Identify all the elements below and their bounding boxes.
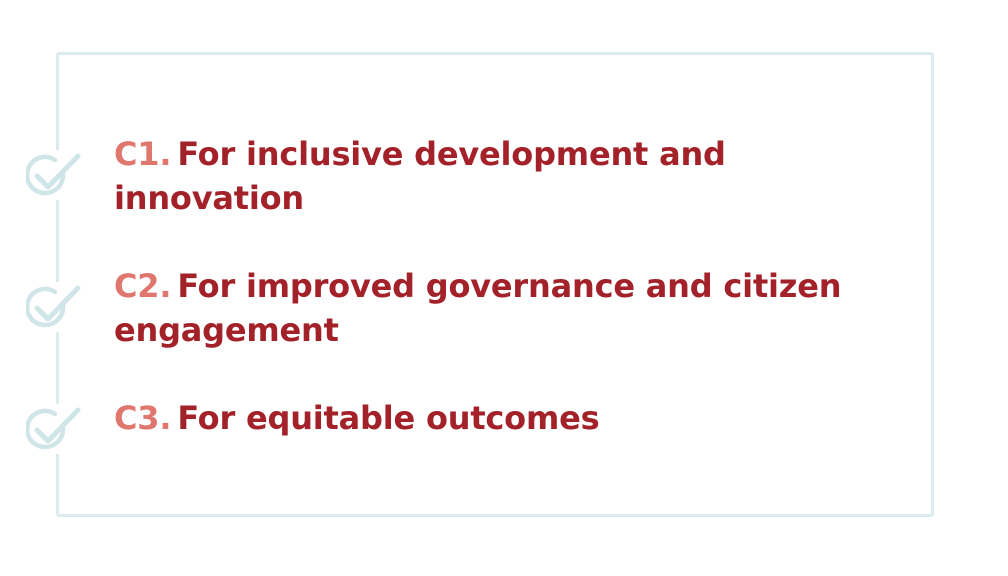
content-frame [56, 52, 934, 517]
check-circle-icon [26, 282, 86, 332]
item-code: C2. [114, 267, 172, 305]
item-label: For inclusive development and innovation [114, 135, 726, 217]
item-code: C3. [114, 399, 172, 437]
item-label: For equitable outcomes [177, 399, 600, 437]
item-label: For improved governance and citizen enga… [114, 267, 842, 349]
item-text: C3. For equitable outcomes [114, 396, 914, 440]
check-circle-icon [26, 150, 86, 200]
item-text: C1. For inclusive development and innovat… [114, 132, 914, 220]
item-text: C2. For improved governance and citizen e… [114, 264, 914, 352]
item-code: C1. [114, 135, 172, 173]
check-circle-icon [26, 404, 86, 454]
